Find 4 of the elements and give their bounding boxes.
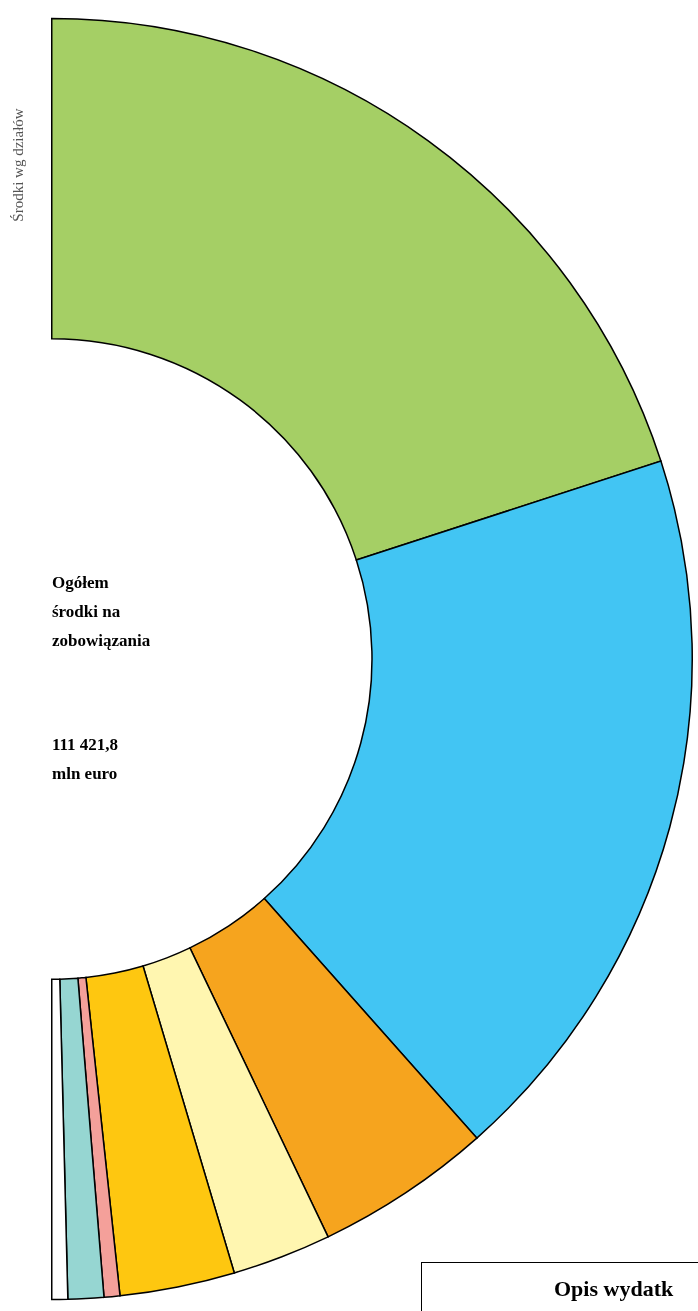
text: Ogółem środki na zobowiązania [52,572,152,652]
text: Środki wg działów [9,108,27,222]
text: Opis wydatk [554,1276,674,1302]
text: 111 421,8 mln euro [52,734,120,785]
